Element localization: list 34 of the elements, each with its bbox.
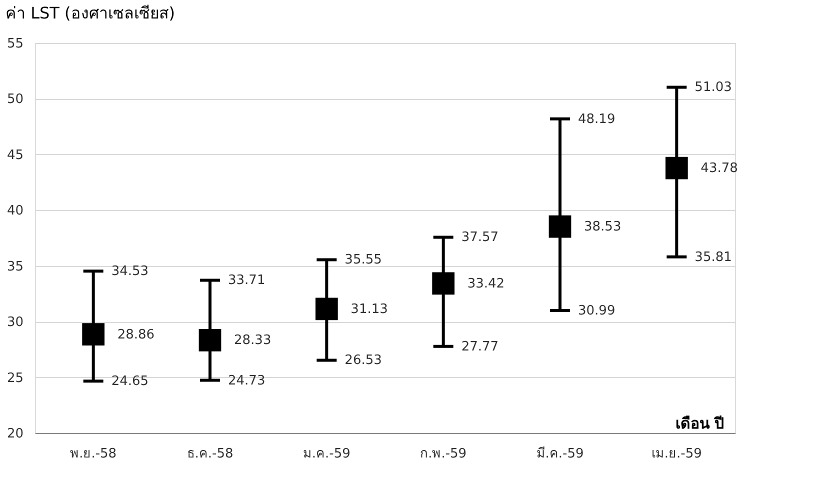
annotation: 35.55	[344, 252, 382, 268]
annotation: 51.03	[694, 80, 732, 96]
data-label: 31.13	[350, 302, 388, 317]
y-tick-label: 35	[6, 259, 24, 274]
x-tick-label: ธ.ค.-58	[186, 446, 234, 462]
x-axis-title: เดือน ปี	[676, 414, 725, 432]
y-tick-label: 30	[6, 315, 24, 330]
data-label: 28.33	[234, 333, 272, 348]
y-tick-label: 50	[6, 92, 24, 108]
annotation: 48.19	[578, 112, 616, 127]
annotation: 24.73	[228, 373, 266, 388]
y-tick-label: 25	[6, 370, 24, 386]
y-tick-label: 45	[6, 148, 24, 163]
annotation: 26.53	[344, 353, 382, 368]
x-tick-label: พ.ย.-58	[70, 446, 117, 462]
annotation: 37.57	[461, 230, 499, 246]
annotation: 35.81	[694, 250, 732, 265]
data-label: 33.42	[467, 276, 505, 292]
annotation: 34.53	[111, 264, 149, 280]
annotation: 27.77	[461, 339, 499, 354]
y-axis-title: ค่า LST (องศาเซลเซียส)	[6, 4, 175, 22]
y-tick-label: 20	[6, 426, 24, 442]
annotation: 24.65	[111, 374, 149, 390]
x-tick-label: เม.ย.-59	[651, 446, 702, 462]
x-tick-label: ม.ค.-59	[302, 446, 350, 462]
data-label: 43.78	[700, 161, 738, 176]
annotation: 30.99	[578, 304, 616, 319]
data-label: 28.86	[117, 327, 155, 342]
y-tick-label: 40	[6, 204, 24, 219]
annotation: 33.71	[228, 273, 266, 288]
data-label: 38.53	[584, 220, 622, 235]
y-tick-label: 55	[6, 36, 24, 52]
x-tick-label: ก.พ.-59	[420, 446, 467, 462]
x-tick-label: มี.ค.-59	[536, 446, 584, 462]
